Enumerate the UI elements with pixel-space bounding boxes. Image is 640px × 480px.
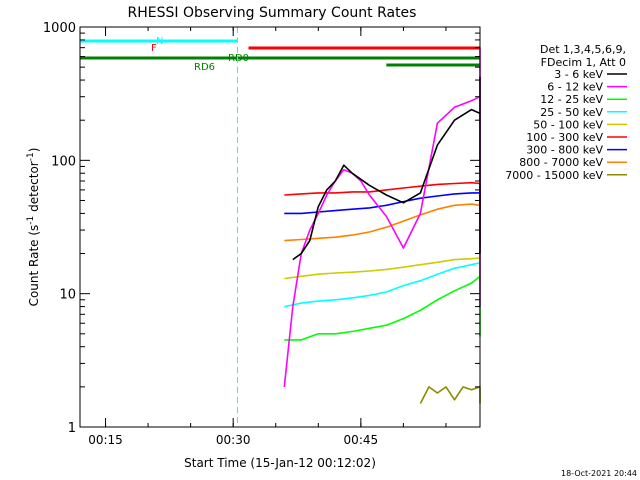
legend-label: 50 - 100 keV [533, 118, 603, 131]
flag-label: RD0 [228, 53, 249, 64]
date-stamp: 18-Oct-2021 20:44 [561, 469, 637, 478]
legend-label: 100 - 300 keV [526, 131, 603, 144]
saa-markers [236, 27, 481, 427]
y-axis-label: Count Rate (s-1 detector-1) [26, 148, 41, 307]
y-axis-label-tail: detector [27, 161, 41, 216]
series-line [292, 76, 481, 261]
legend-header-line-2: FDecim 1, Att 0 [541, 56, 626, 69]
flag-bars: NF RD0 RD6 [80, 36, 480, 73]
y-tick-label: 10 [59, 288, 76, 303]
y-tick-label: 1000 [43, 21, 76, 36]
flag-label: RD6 [194, 62, 215, 73]
legend-label: 3 - 6 keV [554, 68, 603, 81]
x-tick-label: 00:45 [344, 433, 379, 447]
series-line [419, 386, 481, 404]
legend-label: 25 - 50 keV [540, 106, 603, 119]
legend-label: 300 - 800 keV [526, 144, 603, 157]
x-tick-label: 00:30 [216, 433, 251, 447]
y-tick-label: 100 [51, 154, 76, 169]
series-lines [283, 46, 481, 404]
x-tick-label: 00:15 [88, 433, 123, 447]
y-tick-label: 1 [68, 421, 76, 436]
legend: Det 1,3,4,5,6,9, FDecim 1, Att 0 3 - 6 k… [505, 43, 627, 182]
plot-frame [79, 26, 481, 428]
x-axis-label: Start Time (15-Jan-12 00:12:02) [184, 456, 376, 470]
x-axis: 00:15 00:30 00:45 [88, 27, 447, 447]
flag-label: N [156, 36, 163, 47]
legend-label: 12 - 25 keV [540, 93, 603, 106]
y-axis-label-main: Count Rate (s [27, 225, 41, 307]
y-axis-label-close: ) [27, 148, 41, 153]
flag-label: F [151, 43, 157, 54]
legend-label: 800 - 7000 keV [519, 156, 603, 169]
chart-title: RHESSI Observing Summary Count Rates [128, 5, 417, 21]
y-axis: 1 10 100 1000 [43, 21, 480, 436]
legend-label: 6 - 12 keV [547, 81, 603, 94]
y-axis-label-sup-2: -1 [26, 152, 36, 161]
series-line [284, 233, 481, 341]
series-line [284, 257, 481, 284]
legend-label: 7000 - 15000 keV [505, 169, 603, 182]
legend-header-line-1: Det 1,3,4,5,6,9, [540, 43, 626, 56]
y-axis-label-sup: -1 [26, 216, 36, 225]
